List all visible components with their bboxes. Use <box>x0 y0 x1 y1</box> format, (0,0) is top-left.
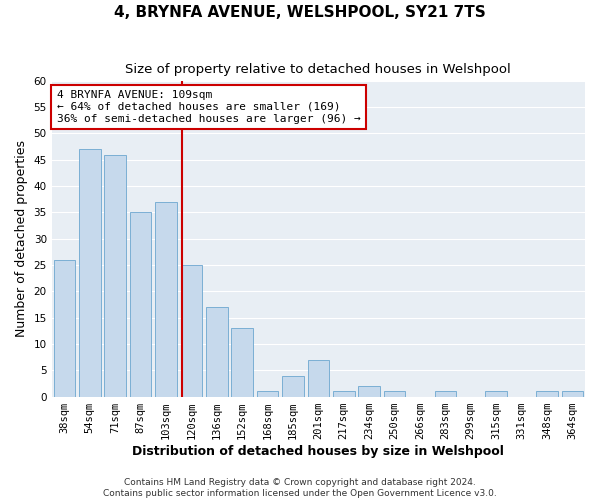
Bar <box>232 328 253 396</box>
Bar <box>384 392 406 396</box>
Text: 4 BRYNFA AVENUE: 109sqm
← 64% of detached houses are smaller (169)
36% of semi-d: 4 BRYNFA AVENUE: 109sqm ← 64% of detache… <box>57 90 361 124</box>
Bar <box>282 376 304 396</box>
X-axis label: Distribution of detached houses by size in Welshpool: Distribution of detached houses by size … <box>133 444 504 458</box>
Bar <box>434 392 456 396</box>
Bar <box>536 392 557 396</box>
Bar <box>485 392 507 396</box>
Bar <box>358 386 380 396</box>
Bar <box>104 154 126 396</box>
Bar <box>130 212 151 396</box>
Text: 4, BRYNFA AVENUE, WELSHPOOL, SY21 7TS: 4, BRYNFA AVENUE, WELSHPOOL, SY21 7TS <box>114 5 486 20</box>
Text: Contains HM Land Registry data © Crown copyright and database right 2024.
Contai: Contains HM Land Registry data © Crown c… <box>103 478 497 498</box>
Bar <box>562 392 583 396</box>
Bar <box>206 307 227 396</box>
Y-axis label: Number of detached properties: Number of detached properties <box>15 140 28 337</box>
Bar <box>53 260 75 396</box>
Bar <box>308 360 329 397</box>
Bar <box>257 392 278 396</box>
Title: Size of property relative to detached houses in Welshpool: Size of property relative to detached ho… <box>125 62 511 76</box>
Bar <box>181 265 202 396</box>
Bar <box>333 392 355 396</box>
Bar <box>155 202 177 396</box>
Bar <box>79 149 101 396</box>
